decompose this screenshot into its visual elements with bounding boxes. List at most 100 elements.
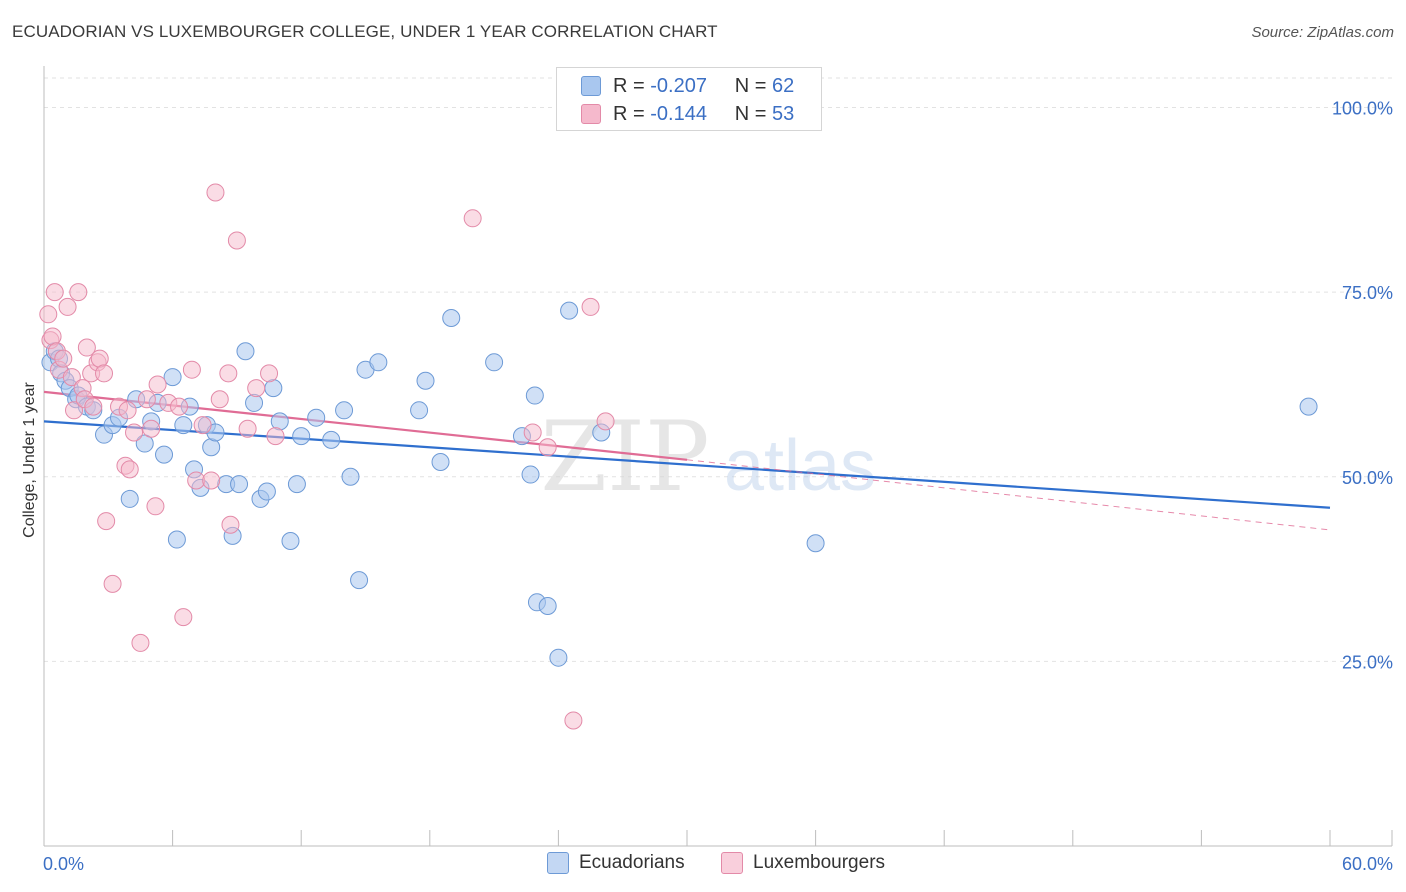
point-luxembourger xyxy=(77,338,96,357)
point-ecuadorian xyxy=(163,368,182,387)
y-tick-label: 100.0% xyxy=(1332,99,1393,119)
point-ecuadorian xyxy=(245,393,264,412)
legend-r-label: R = xyxy=(613,74,645,97)
legend-swatch-blue xyxy=(581,76,601,96)
point-ecuadorian xyxy=(174,416,193,435)
point-luxembourger xyxy=(266,427,285,446)
point-luxembourger xyxy=(538,438,557,457)
point-luxembourger xyxy=(221,515,240,534)
point-ecuadorian xyxy=(322,430,341,449)
point-luxembourger xyxy=(95,364,114,383)
legend-swatch-blue xyxy=(547,852,569,874)
point-luxembourger xyxy=(131,633,150,652)
point-luxembourger xyxy=(58,297,77,316)
gridlines xyxy=(44,77,1392,662)
point-luxembourger xyxy=(170,397,189,416)
y-tick-label: 50.0% xyxy=(1342,468,1393,488)
correlation-legend: R = -0.207 N = 62 R = -0.144 N = 53 xyxy=(556,67,822,131)
tick-labels: 25.0% 50.0% 75.0% 100.0% 0.0% 60.0% xyxy=(43,99,1393,874)
data-points xyxy=(39,183,1318,730)
point-ecuadorian xyxy=(120,489,139,508)
point-luxembourger xyxy=(84,397,103,416)
point-luxembourger xyxy=(125,423,144,442)
point-luxembourger xyxy=(238,419,257,438)
point-ecuadorian xyxy=(416,371,435,390)
point-ecuadorian xyxy=(806,534,825,553)
chart-title: ECUADORIAN VS LUXEMBOURGER COLLEGE, UNDE… xyxy=(12,22,718,41)
legend-swatch-pink xyxy=(581,104,601,124)
axes xyxy=(43,66,1393,847)
legend-label-luxembourgers: Luxembourgers xyxy=(753,852,886,873)
point-ecuadorian xyxy=(281,532,300,551)
point-luxembourger xyxy=(219,364,238,383)
point-ecuadorian xyxy=(167,530,186,549)
legend-r-value: -0.207 xyxy=(650,74,707,97)
x-tick-label: 0.0% xyxy=(43,854,84,874)
point-ecuadorian xyxy=(538,597,557,615)
trend-line-luxembourgers-extension xyxy=(686,459,1331,531)
point-luxembourger xyxy=(97,512,116,531)
point-luxembourger xyxy=(247,379,266,398)
point-ecuadorian xyxy=(307,408,326,427)
point-ecuadorian xyxy=(335,401,354,420)
series-legend: Ecuadorians Luxembourgers xyxy=(0,852,1406,876)
point-ecuadorian xyxy=(369,353,388,372)
point-luxembourger xyxy=(596,412,615,431)
point-ecuadorian xyxy=(257,482,276,501)
point-luxembourger xyxy=(227,231,246,250)
x-tick-label: 60.0% xyxy=(1342,854,1393,874)
point-luxembourger xyxy=(54,349,73,368)
point-luxembourger xyxy=(137,390,156,409)
watermark-atlas: atlas xyxy=(724,426,876,506)
point-luxembourger xyxy=(182,360,201,379)
point-ecuadorian xyxy=(341,467,360,486)
point-luxembourger xyxy=(62,368,81,387)
legend-r-value: -0.144 xyxy=(650,102,707,125)
point-luxembourger xyxy=(174,608,193,627)
point-luxembourger xyxy=(210,390,229,409)
point-ecuadorian xyxy=(410,401,429,420)
trend-line-ecuadorians xyxy=(43,420,1331,509)
point-luxembourger xyxy=(193,416,212,435)
legend-label-ecuadorians: Ecuadorians xyxy=(579,852,685,873)
point-luxembourger xyxy=(45,283,64,302)
point-ecuadorian xyxy=(350,571,369,590)
point-luxembourger xyxy=(260,364,279,383)
point-ecuadorian xyxy=(230,475,249,494)
legend-n-label: N = xyxy=(734,74,767,97)
point-ecuadorian xyxy=(1299,397,1318,416)
point-luxembourger xyxy=(581,297,600,316)
point-ecuadorian xyxy=(292,427,311,446)
point-ecuadorian xyxy=(521,465,540,484)
point-luxembourger xyxy=(206,183,225,202)
point-ecuadorian xyxy=(236,342,255,361)
point-luxembourger xyxy=(523,423,542,442)
legend-n-value: 62 xyxy=(772,74,795,97)
legend-item-ecuadorians: Ecuadorians xyxy=(547,852,685,874)
point-luxembourger xyxy=(142,419,161,438)
point-luxembourger xyxy=(103,574,122,593)
y-tick-label: 25.0% xyxy=(1342,652,1393,672)
point-ecuadorian xyxy=(287,475,306,494)
legend-item-luxembourgers: Luxembourgers xyxy=(721,852,885,874)
point-ecuadorian xyxy=(560,301,579,320)
point-ecuadorian xyxy=(485,353,504,372)
point-luxembourger xyxy=(120,460,139,479)
point-luxembourger xyxy=(39,305,58,324)
legend-r-label: R = xyxy=(613,102,645,125)
point-luxembourger xyxy=(463,209,482,228)
point-luxembourger xyxy=(187,471,206,490)
legend-n-value: 53 xyxy=(772,102,795,125)
point-ecuadorian xyxy=(442,309,461,327)
point-luxembourger xyxy=(146,497,165,516)
watermark: ZIP atlas xyxy=(540,401,876,513)
point-ecuadorian xyxy=(431,453,450,471)
point-ecuadorian xyxy=(155,445,174,464)
point-luxembourger xyxy=(148,375,167,394)
legend-n-label: N = xyxy=(734,102,767,125)
point-luxembourger xyxy=(118,401,137,420)
point-luxembourger xyxy=(564,711,583,730)
source-credit: Source: ZipAtlas.com xyxy=(1251,24,1394,41)
point-luxembourger xyxy=(69,283,88,302)
